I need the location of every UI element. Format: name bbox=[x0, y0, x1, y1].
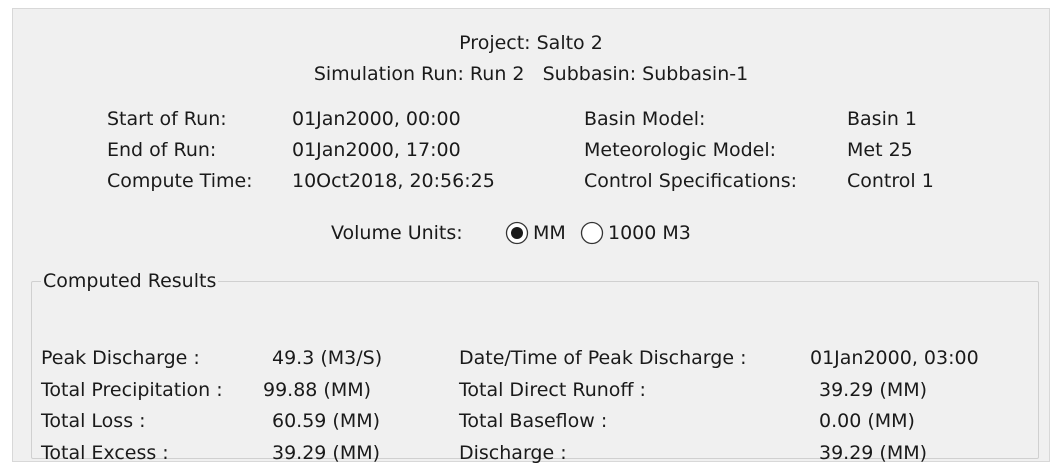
results-group bbox=[31, 281, 1039, 459]
radio-ring bbox=[580, 221, 604, 245]
radio-dot bbox=[511, 227, 523, 239]
result-label: Total Precipitation : bbox=[41, 378, 223, 401]
model-value: Control 1 bbox=[847, 170, 934, 192]
radio-label[interactable]: MM bbox=[533, 222, 566, 244]
run-line: Simulation Run: Run 2 Subbasin: Subbasin… bbox=[13, 62, 1049, 86]
model-label: Basin Model: bbox=[584, 108, 706, 130]
result-label: Total Direct Runoff : bbox=[459, 378, 646, 401]
result-value: 39.29 (MM) bbox=[819, 441, 928, 464]
results-title: Computed Results bbox=[41, 269, 219, 293]
result-value: 39.29 (MM) bbox=[272, 441, 381, 464]
result-label: Total Excess : bbox=[41, 441, 169, 464]
result-value: 49.3 (M3/S) bbox=[272, 347, 383, 369]
radio-label[interactable]: 1000 M3 bbox=[608, 222, 691, 244]
run-label: Start of Run: bbox=[107, 108, 227, 130]
project-title: Project: Salto 2 bbox=[459, 32, 603, 54]
model-label: Meteorologic Model: bbox=[584, 139, 777, 161]
result-label: Total Baseflow : bbox=[459, 410, 608, 432]
result-value: 0.00 (MM) bbox=[819, 410, 915, 432]
result-value: 01Jan2000, 03:00 bbox=[810, 347, 979, 369]
model-value: Basin 1 bbox=[847, 108, 918, 130]
result-label: Total Loss : bbox=[41, 410, 146, 432]
run-label: Compute Time: bbox=[107, 170, 253, 192]
result-value: 39.29 (MM) bbox=[819, 378, 928, 401]
volume-units-label: Volume Units: bbox=[331, 222, 463, 244]
radio-button[interactable] bbox=[505, 221, 529, 245]
result-label: Peak Discharge : bbox=[41, 347, 200, 369]
model-label: Control Specifications: bbox=[584, 170, 798, 192]
result-label: Discharge : bbox=[459, 441, 567, 464]
run-value: 10Oct2018, 20:56:25 bbox=[292, 170, 495, 192]
radio-button[interactable] bbox=[580, 221, 604, 245]
result-label: Date/Time of Peak Discharge : bbox=[459, 347, 747, 369]
result-value: 60.59 (MM) bbox=[272, 410, 381, 432]
subbasin-name: Subbasin: Subbasin-1 bbox=[542, 63, 749, 85]
model-value: Met 25 bbox=[847, 139, 913, 161]
result-value: 99.88 (MM) bbox=[263, 378, 372, 401]
run-value: 01Jan2000, 17:00 bbox=[292, 139, 461, 161]
run-value: 01Jan2000, 00:00 bbox=[292, 108, 461, 130]
run-name: Simulation Run: Run 2 bbox=[313, 63, 525, 85]
summary-panel: Project: Salto 2 Simulation Run: Run 2 S… bbox=[12, 8, 1050, 464]
run-label: End of Run: bbox=[107, 139, 217, 161]
